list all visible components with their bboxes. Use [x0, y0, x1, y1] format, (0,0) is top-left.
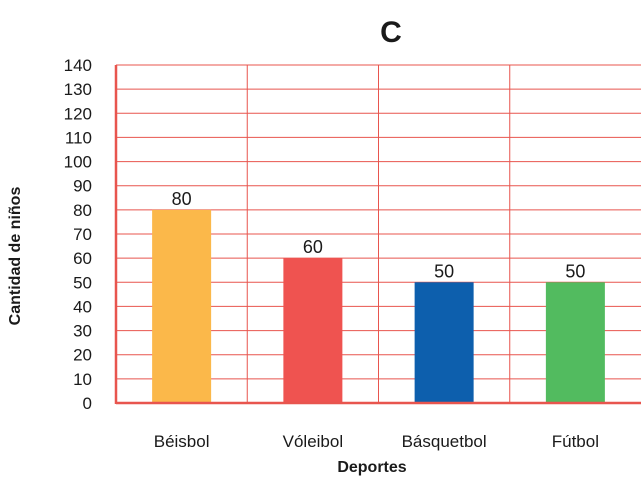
y-tick-label: 120 — [64, 104, 92, 123]
data-label: 80 — [172, 189, 192, 209]
bar — [414, 282, 474, 403]
y-tick-label: 130 — [64, 80, 92, 99]
y-tick-label: 90 — [73, 177, 92, 196]
y-tick-label: 20 — [73, 346, 92, 365]
axes — [114, 65, 641, 405]
x-tick-label: Vóleibol — [283, 432, 344, 451]
x-tick-label: Fútbol — [552, 432, 599, 451]
y-tick-label: 70 — [73, 225, 92, 244]
bars — [152, 209, 605, 403]
chart-title: C — [380, 16, 402, 49]
bar — [545, 282, 605, 403]
tick-and-data-labels: 0 10 20 30 40 50 60 70 80 90 100 110 120 130 140 80 Béis… — [64, 56, 599, 451]
y-axis-label: Cantidad de niños — [7, 187, 24, 326]
y-tick-label: 60 — [73, 249, 92, 268]
bar — [152, 209, 212, 403]
y-tick-label: 80 — [73, 201, 92, 220]
y-tick-label: 50 — [73, 273, 92, 292]
y-tick-label: 10 — [73, 370, 92, 389]
bar — [283, 258, 343, 403]
x-tick-label: Básquetbol — [402, 432, 487, 451]
data-label: 60 — [303, 237, 323, 257]
x-axis-label: Deportes — [337, 459, 406, 476]
y-tick-label: 110 — [65, 128, 92, 147]
y-tick-label: 0 — [83, 394, 92, 413]
y-tick-label: 30 — [73, 322, 92, 341]
x-tick-label: Béisbol — [154, 432, 210, 451]
y-tick-label: 100 — [64, 153, 92, 172]
data-label: 50 — [565, 261, 585, 281]
data-label: 50 — [434, 261, 454, 281]
y-tick-label: 140 — [64, 56, 92, 75]
y-tick-label: 40 — [73, 297, 92, 316]
